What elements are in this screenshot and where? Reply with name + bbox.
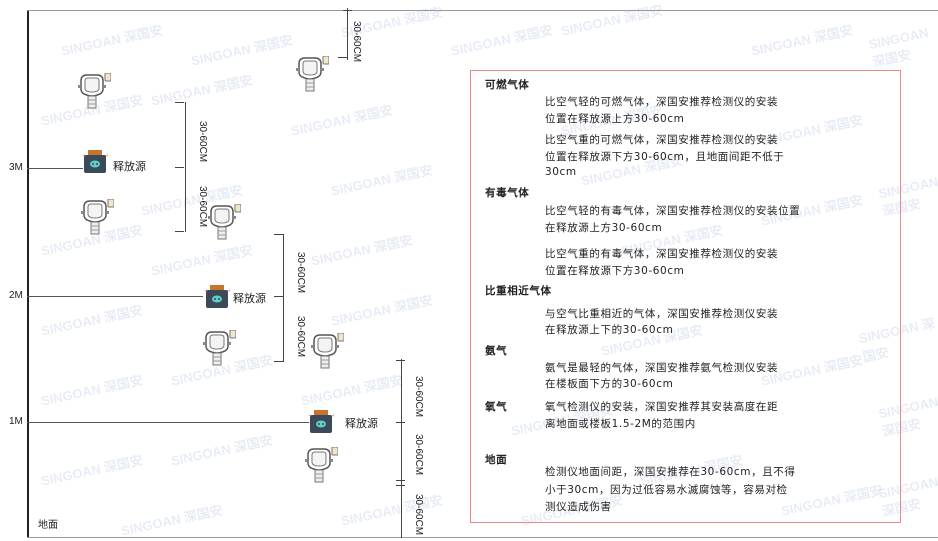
watermark-logo: SINGOAN 深国安	[59, 22, 164, 59]
dimension-label: 30-60CM	[295, 252, 306, 294]
ceiling-line	[27, 10, 938, 11]
paragraph-line: 位置在释放源上方30-60cm	[545, 113, 685, 125]
paragraph-line: 测仪造成伤害	[545, 501, 612, 513]
dimension-tick	[175, 102, 184, 103]
level-label-3m: 3M	[9, 162, 23, 173]
gas-detector-icon	[80, 198, 115, 243]
watermark-logo: SINGOAN 深国安	[339, 492, 444, 529]
dimension-label: 30-60CM	[413, 376, 424, 418]
svg-text:+: +	[308, 413, 312, 419]
dimension-tick	[396, 422, 405, 423]
level-line-2m	[27, 296, 203, 297]
floor-line	[27, 537, 938, 538]
watermark-logo: SINGOAN 深国安	[169, 432, 274, 469]
watermark-logo: SINGOAN 深国安	[289, 102, 394, 139]
paragraph-line: 比空气轻的有毒气体，深国安推荐检测仪的安装位置	[545, 205, 801, 217]
release-source-label: 释放源	[113, 160, 146, 173]
paragraph-line: 检测仪地面间距，深国安推荐在30-60cm，且不得	[545, 466, 796, 478]
dimension-tick	[274, 296, 283, 297]
watermark-logo: SINGOAN 深国安	[559, 2, 664, 39]
paragraph-line: 比空气重的可燃气体，深国安推荐检测仪的安装	[545, 134, 779, 146]
dimension-tick	[175, 231, 184, 232]
section-title: 氧气	[485, 401, 508, 413]
svg-text:+: +	[82, 153, 86, 159]
paragraph-line: 与空气比重相近的气体，深国安推荐检测仪安装	[545, 308, 779, 320]
gas-detector-icon	[202, 329, 237, 374]
release-source-icon: + +	[204, 284, 231, 314]
paragraph-line: 比空气重的有毒气体，深国安推荐检测仪的安装	[545, 248, 779, 260]
watermark-logo: SINGOAN 深国安	[39, 302, 144, 339]
release-source-label: 释放源	[233, 292, 266, 305]
dimension-label: 30-60CM	[295, 316, 306, 358]
floor-label: 地面	[38, 520, 58, 531]
paragraph-line: 氨气是最轻的气体，深国安推荐氨气检测仪安装	[545, 362, 779, 374]
svg-text:+: +	[105, 153, 108, 159]
section-title: 氨气	[485, 345, 508, 357]
dimension-label: 30-60CM	[197, 121, 208, 163]
watermark-logo: SINGOAN 深国安	[149, 72, 254, 109]
paragraph-line: 30cm	[545, 166, 577, 178]
dimension-tick	[274, 361, 283, 362]
gas-detector-icon	[304, 446, 339, 491]
gas-detector-icon	[295, 55, 330, 100]
dimension-tick	[396, 360, 405, 361]
dimension-line	[185, 102, 186, 232]
watermark-logo: SINGOAN 深国安	[329, 162, 434, 199]
gas-detector-icon	[310, 332, 345, 377]
dimension-tick	[396, 480, 405, 481]
dimension-label: 30-60CM	[197, 186, 208, 228]
dimension-tick	[338, 57, 347, 58]
watermark-logo: SINGOAN 深国安	[867, 24, 930, 70]
paragraph-line: 在释放源上下的30-60cm	[545, 324, 674, 336]
dimension-line	[283, 234, 284, 362]
dimension-line	[401, 359, 402, 538]
paragraph-line: 位置在释放源下方30-60cm，且地面间距不低于	[545, 151, 785, 163]
level-label-1m: 1M	[9, 416, 23, 427]
watermark-logo: SINGOAN 深国安	[449, 22, 554, 59]
level-label-2m: 2M	[9, 290, 23, 301]
dimension-tick	[343, 10, 352, 11]
watermark-logo: SINGOAN 深国安	[39, 452, 144, 489]
svg-text:+: +	[331, 413, 334, 419]
section-title: 比重相近气体	[485, 285, 552, 297]
watermark-logo: SINGOAN 深国安	[309, 232, 414, 269]
paragraph-line: 氧气检测仪的安装，深国安推荐其安装高度在距	[545, 401, 779, 413]
svg-text:+: +	[204, 288, 208, 294]
gas-detector-icon	[77, 72, 112, 117]
dimension-line	[347, 8, 348, 60]
paragraph-line: 在释放源上方30-60cm	[545, 222, 663, 234]
installation-guide-panel: 可燃气体 比空气轻的可燃气体，深国安推荐检测仪的安装 位置在释放源上方30-60…	[470, 70, 901, 523]
paragraph-line: 在楼板面下方的30-60cm	[545, 378, 674, 390]
release-source-icon: + +	[308, 409, 335, 439]
watermark-logo: SINGOAN 深国安	[189, 32, 294, 69]
paragraph-line: 比空气轻的可燃气体，深国安推荐检测仪的安装	[545, 96, 779, 108]
watermark-logo: SINGOAN 深国安	[39, 372, 144, 409]
dimension-label: 30-60CM	[351, 21, 362, 63]
paragraph-line: 小于30cm，因为过低容易水滅腐蚀等，容易对检	[545, 484, 788, 496]
paragraph-line: 位置在释放源下方30-60cm	[545, 265, 685, 277]
dimension-tick	[175, 167, 184, 168]
section-title: 有毒气体	[485, 187, 530, 199]
release-source-label: 释放源	[345, 417, 378, 430]
paragraph-line: 离地面或楼板1.5-2M的范围内	[545, 418, 696, 430]
gas-detector-icon	[207, 203, 242, 248]
wall-line	[27, 10, 29, 538]
watermark-logo: SINGOAN 深国安	[329, 292, 434, 329]
dimension-tick	[274, 234, 283, 235]
watermark-logo: SINGOAN 深国安	[749, 22, 854, 59]
dimension-label: 30-60CM	[413, 494, 424, 536]
section-title: 地面	[485, 454, 508, 466]
section-title: 可燃气体	[485, 79, 530, 91]
watermark-logo: SINGOAN 深国安	[119, 502, 224, 539]
level-line-3m	[27, 168, 83, 169]
dimension-tick	[396, 485, 405, 486]
release-source-icon: + +	[82, 149, 109, 179]
svg-text:+: +	[227, 288, 230, 294]
dimension-label: 30-60CM	[413, 434, 424, 476]
level-line-1m	[27, 422, 309, 423]
